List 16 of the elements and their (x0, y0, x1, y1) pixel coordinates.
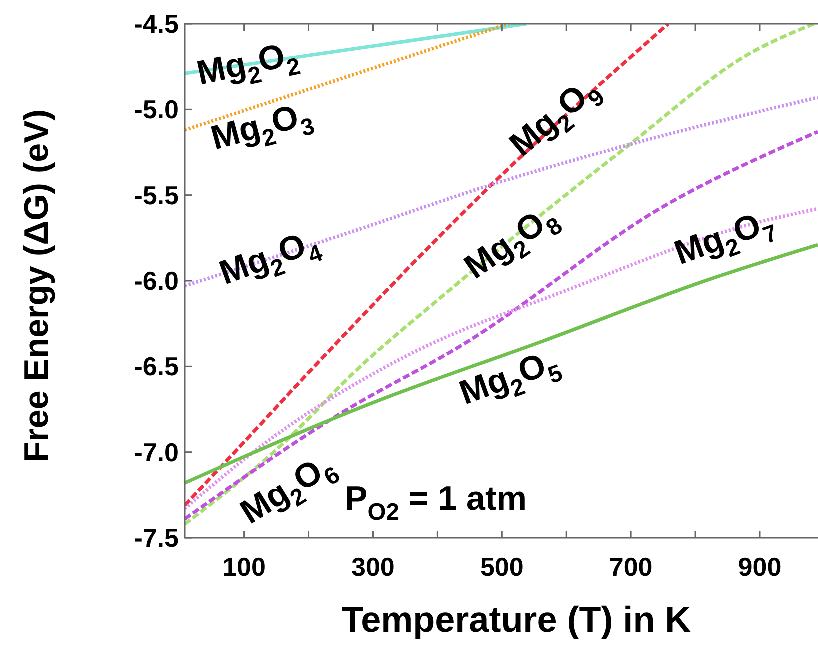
y-tick-label: -6.0 (134, 266, 179, 296)
x-tick-label: 900 (738, 552, 782, 582)
x-tick-label: 700 (609, 552, 653, 582)
y-tick-label: -7.0 (134, 437, 179, 468)
y-tick-label: -5.5 (134, 180, 179, 210)
y-tick-label: -4.5 (134, 9, 179, 39)
annotation: P$_{O2}$ = 1 atm (345, 480, 528, 526)
y-tick-label: -5.0 (134, 94, 179, 125)
x-tick-label: 300 (352, 552, 395, 582)
line-series (185, 24, 816, 526)
y-tick-label: -7.5 (134, 523, 179, 553)
y-tick-label: -6.5 (134, 352, 179, 382)
x-tick-label: 500 (480, 552, 524, 582)
y-axis-title: Free Energy (ΔG) (eV) (18, 109, 56, 463)
x-tick-label: 100 (222, 552, 266, 582)
x-axis-title: Temperature (T) in K (342, 599, 692, 640)
